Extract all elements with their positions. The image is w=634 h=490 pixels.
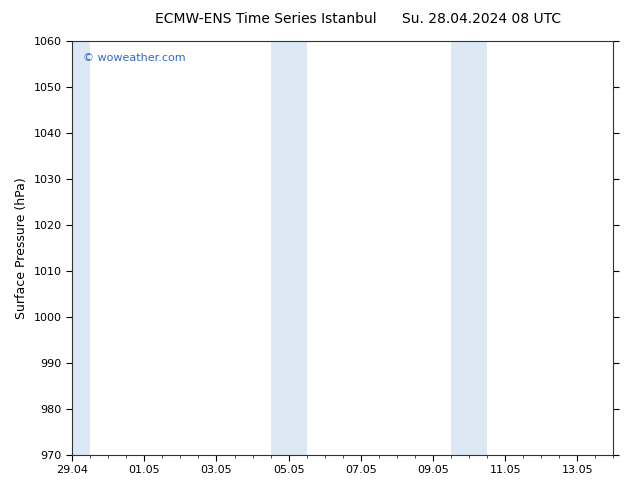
Bar: [72, 41, 90, 455]
Y-axis label: Surface Pressure (hPa): Surface Pressure (hPa): [15, 177, 28, 318]
Text: © woweather.com: © woweather.com: [83, 53, 186, 64]
Text: ECMW-ENS Time Series Istanbul: ECMW-ENS Time Series Istanbul: [155, 12, 377, 26]
Text: Su. 28.04.2024 08 UTC: Su. 28.04.2024 08 UTC: [403, 12, 561, 26]
Bar: [271, 41, 307, 455]
Bar: [451, 41, 487, 455]
